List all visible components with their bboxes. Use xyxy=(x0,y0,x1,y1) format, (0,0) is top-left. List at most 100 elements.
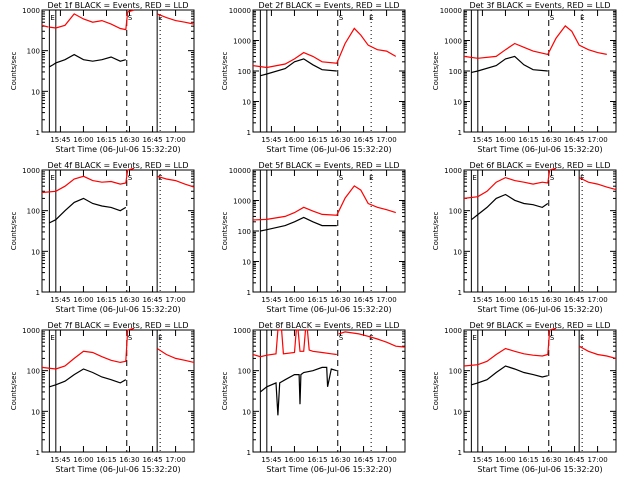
x-tick-label: 16:30 xyxy=(330,456,350,464)
y-tick-label: 1 xyxy=(36,289,40,297)
x-tick-label: 16:30 xyxy=(541,456,561,464)
y-axis-label: Counts/sec xyxy=(432,52,440,91)
events-series-line xyxy=(260,366,337,416)
y-tick-label: 1 xyxy=(247,289,251,297)
x-tick-label: 16:15 xyxy=(307,296,327,304)
x-tick-label: 16:30 xyxy=(541,296,561,304)
x-tick-label: 16:00 xyxy=(284,296,304,304)
x-tick-label: 16:00 xyxy=(495,456,515,464)
x-tick-label: 16:30 xyxy=(330,296,350,304)
lld-series-line xyxy=(463,167,557,199)
x-tick-label: 15:45 xyxy=(50,456,70,464)
y-tick-label: 100 xyxy=(238,228,251,236)
x-tick-label: 16:00 xyxy=(73,296,93,304)
x-tick-label: 16:00 xyxy=(73,456,93,464)
x-tick-label: 16:00 xyxy=(284,136,304,144)
y-tick-label: 10 xyxy=(31,248,40,256)
x-tick-label: 16:45 xyxy=(353,136,373,144)
y-tick-label: 10 xyxy=(453,99,462,107)
lld-series-line xyxy=(41,24,49,28)
x-axis-label: Start Time (06-Jul-06 15:32:20) xyxy=(477,145,602,154)
x-tick-label: 16:45 xyxy=(564,456,584,464)
lld-series-line xyxy=(156,347,195,363)
x-tick-label: 16:30 xyxy=(119,136,139,144)
marker-annotation: E xyxy=(50,334,54,342)
x-axis-label: Start Time (06-Jul-06 15:32:20) xyxy=(266,305,391,314)
marker-annotation: S xyxy=(550,334,555,342)
marker-annotation: E xyxy=(369,174,373,182)
lld-series-line xyxy=(252,27,397,69)
marker-annotation: S xyxy=(339,334,344,342)
x-tick-label: 16:30 xyxy=(330,136,350,144)
y-tick-label: 10 xyxy=(31,88,40,96)
lld-series-line xyxy=(578,177,617,191)
marker-annotation: E xyxy=(50,174,54,182)
x-tick-label: 17:00 xyxy=(587,296,607,304)
x-tick-label: 16:45 xyxy=(564,296,584,304)
y-tick-label: 10 xyxy=(242,408,251,416)
lld-series-line xyxy=(157,175,195,188)
marker-annotation: E xyxy=(50,14,54,22)
panel-6: Det 6f BLACK = Events, RED = LLD 1 10 100 10… xyxy=(432,161,617,314)
x-tick-label: 16:45 xyxy=(564,136,584,144)
plot-frame xyxy=(41,329,195,453)
x-tick-label: 15:45 xyxy=(472,136,492,144)
panel-title: Det 1f BLACK = Events, RED = LLD xyxy=(47,1,188,10)
events-series-line xyxy=(49,368,127,388)
x-tick-label: 16:45 xyxy=(142,136,162,144)
marker-annotation: E xyxy=(580,14,584,22)
x-tick-label: 16:30 xyxy=(119,456,139,464)
y-tick-label: 1000 xyxy=(233,198,251,206)
marker-annotation: S xyxy=(128,334,133,342)
y-tick-label: 10 xyxy=(242,99,251,107)
x-tick-label: 16:15 xyxy=(307,456,327,464)
x-tick-label: 16:15 xyxy=(518,296,538,304)
plot-frame xyxy=(463,9,617,133)
panel-5: Det 5f BLACK = Events, RED = LLD 1 10 100 10… xyxy=(221,161,406,314)
plot-frame xyxy=(463,329,617,453)
y-tick-label: 1000 xyxy=(233,38,251,46)
x-axis-label: Start Time (06-Jul-06 15:32:20) xyxy=(55,305,180,314)
panel-9: Det 9f BLACK = Events, RED = LLD 1 10 100 10… xyxy=(432,321,617,474)
y-tick-label: 1000 xyxy=(444,327,462,335)
y-axis-label: Counts/sec xyxy=(221,372,229,411)
panel-title: Det 7f BLACK = Events, RED = LLD xyxy=(47,321,188,330)
panel-title: Det 4f BLACK = Events, RED = LLD xyxy=(47,161,188,170)
y-axis-label: Counts/sec xyxy=(432,372,440,411)
y-tick-label: 1000 xyxy=(22,327,40,335)
x-tick-label: 17:00 xyxy=(587,136,607,144)
panel-title: Det 5f BLACK = Events, RED = LLD xyxy=(258,161,399,170)
y-tick-label: 100 xyxy=(449,368,462,376)
x-tick-label: 17:00 xyxy=(376,456,396,464)
x-tick-label: 16:15 xyxy=(307,136,327,144)
marker-annotation: E xyxy=(369,14,373,22)
x-tick-label: 15:45 xyxy=(50,136,70,144)
panel-1: Det 1f BLACK = Events, RED = LLD 1 10 100 10… xyxy=(10,1,195,154)
x-tick-label: 17:00 xyxy=(165,136,185,144)
marker-annotation: E xyxy=(158,174,162,182)
y-tick-label: 1 xyxy=(36,129,40,137)
y-tick-label: 1000 xyxy=(233,327,251,335)
events-series-line xyxy=(471,193,549,221)
marker-annotation: E xyxy=(472,334,476,342)
events-series-line xyxy=(49,53,126,68)
y-tick-label: 100 xyxy=(238,368,251,376)
x-axis-label: Start Time (06-Jul-06 15:32:20) xyxy=(55,145,180,154)
x-tick-label: 16:00 xyxy=(284,456,304,464)
panel-title: Det 3f BLACK = Events, RED = LLD xyxy=(469,1,610,10)
plot-frame xyxy=(41,9,195,133)
marker-annotation: S xyxy=(550,174,555,182)
lld-series-line xyxy=(156,13,195,25)
marker-annotation: E xyxy=(158,334,162,342)
panel-title: Det 6f BLACK = Events, RED = LLD xyxy=(469,161,610,170)
x-tick-label: 17:00 xyxy=(587,456,607,464)
lld-series-line xyxy=(41,167,135,194)
x-tick-label: 15:45 xyxy=(261,456,281,464)
marker-annotation: E xyxy=(580,174,584,182)
x-axis-label: Start Time (06-Jul-06 15:32:20) xyxy=(266,145,391,154)
y-tick-label: 1000 xyxy=(22,7,40,15)
y-tick-label: 100 xyxy=(449,208,462,216)
marker-annotation: S xyxy=(339,174,344,182)
x-tick-label: 16:45 xyxy=(353,296,373,304)
